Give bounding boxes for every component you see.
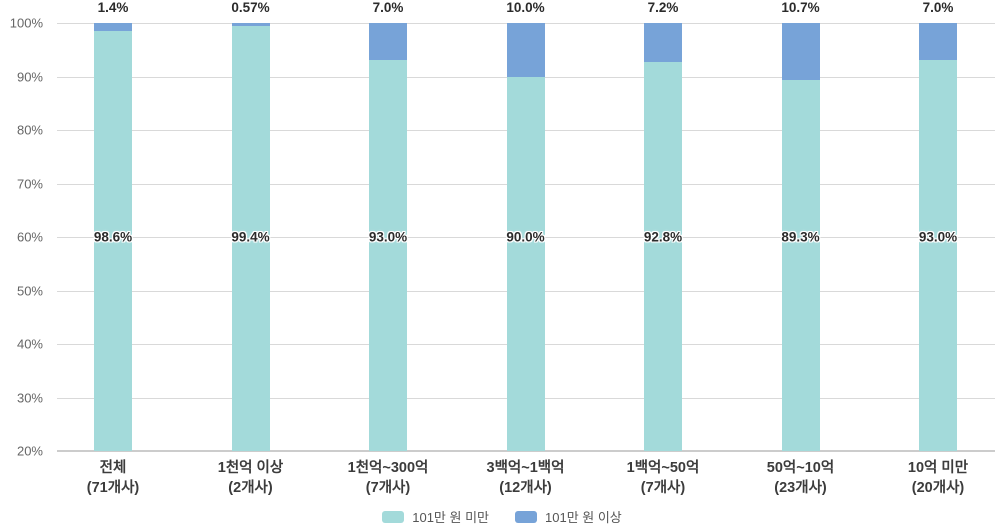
x-axis-category-label: 1천억~300억 (7개사): [313, 458, 463, 498]
y-axis-tick-label: 50%: [16, 283, 43, 298]
x-axis-category-label: 1천억 이상 (2개사): [176, 458, 326, 498]
bar-segment-under-101: [781, 80, 820, 451]
bar-segment-under-101: [231, 26, 270, 451]
x-axis-category-label: 1백억~50억 (7개사): [588, 458, 738, 498]
bar-value-label-over: 0.57%: [231, 0, 270, 15]
category-company-count: (23개사): [774, 480, 827, 496]
bar-segment-over-101: [644, 23, 682, 62]
bar-value-label-under: 93.0%: [368, 229, 408, 245]
category-company-count: (12개사): [499, 480, 552, 496]
bar-segment-over-101: [919, 23, 957, 61]
bar-segment-under-101: [94, 30, 132, 451]
category-company-count: (7개사): [640, 480, 686, 496]
bar-segment-under-101: [644, 61, 682, 451]
bar-value-label-over: 1.4%: [97, 0, 129, 15]
bar-value-label-under: 98.6%: [93, 229, 133, 245]
category-name: 1천억~300억: [347, 460, 429, 476]
bar-4: [506, 23, 545, 451]
category-company-count: (71개사): [86, 480, 140, 496]
bar-value-label-over: 7.2%: [647, 0, 679, 15]
bar-value-label-over: 10.0%: [506, 0, 545, 15]
bar-value-label-over: 10.7%: [781, 0, 820, 15]
bar-segment-over-101: [231, 23, 270, 27]
bar-5: [644, 23, 682, 451]
bar-segment-over-101: [506, 23, 545, 77]
bar-segment-over-101: [369, 23, 407, 61]
y-axis-tick-label: 60%: [16, 229, 43, 245]
y-axis-tick-label: 100%: [9, 15, 43, 31]
bar-segment-under-101: [369, 60, 407, 451]
bar-segment-under-101: [919, 60, 957, 451]
category-name: 1천억 이상: [217, 460, 284, 476]
bar-value-label-over: 7.0%: [922, 0, 954, 15]
y-axis-tick-label: 70%: [16, 176, 43, 191]
bar-3: [369, 23, 407, 451]
legend-item-over-101: 101만 원 이상: [515, 507, 622, 526]
bar-segment-over-101: [94, 23, 132, 31]
legend-label-over-101: 101만 원 이상: [545, 510, 622, 525]
category-name: 전체: [99, 460, 127, 476]
bar-value-label-under: 90.0%: [506, 229, 545, 245]
x-axis-category-label: 전체 (71개사): [38, 458, 188, 498]
y-axis-tick-label: 30%: [16, 390, 43, 405]
bar-value-label-under: 89.3%: [781, 229, 820, 245]
x-axis-category-label: 50억~10억 (23개사): [726, 458, 876, 498]
plot-area: 100% 90% 80% 70% 60% 50% 40% 30% 20%: [10, 17, 995, 458]
bar-6: [781, 23, 820, 451]
y-axis-tick-label: 40%: [16, 336, 43, 352]
bar-2: [231, 23, 270, 451]
category-name: 3백억~1백억: [486, 460, 565, 476]
bar-value-label-under: 92.8%: [643, 229, 683, 245]
y-axis-tick-label: 20%: [16, 443, 43, 459]
y-axis-tick-label: 90%: [16, 69, 43, 84]
category-company-count: (7개사): [365, 480, 411, 496]
category-name: 1백억~50억: [626, 460, 700, 476]
bar-1: [94, 23, 132, 451]
legend: 101만 원 미만 101만 원 이상: [0, 507, 1004, 526]
legend-item-under-101: 101만 원 미만: [382, 507, 489, 526]
category-name: 50억~10억: [766, 460, 835, 476]
legend-swatch-under-101: [382, 510, 405, 523]
bar-segment-over-101: [781, 23, 820, 81]
y-axis-tick-label: 80%: [16, 122, 43, 138]
legend-label-under-101: 101만 원 미만: [412, 510, 489, 525]
gridline-20: [57, 450, 995, 452]
category-name: 10억 미만: [907, 460, 969, 476]
bar-segment-under-101: [506, 76, 545, 451]
bar-value-label-under: 93.0%: [918, 229, 958, 245]
bar-7: [919, 23, 957, 451]
x-axis-category-label: 3백억~1백억 (12개사): [451, 458, 601, 498]
legend-swatch-over-101: [515, 510, 537, 523]
bar-value-label-over: 7.0%: [372, 0, 404, 15]
x-axis-category-label: 10억 미만 (20개사): [863, 458, 1004, 498]
bar-value-label-under: 99.4%: [231, 229, 270, 245]
category-company-count: (20개사): [911, 480, 965, 496]
category-company-count: (2개사): [228, 480, 273, 496]
